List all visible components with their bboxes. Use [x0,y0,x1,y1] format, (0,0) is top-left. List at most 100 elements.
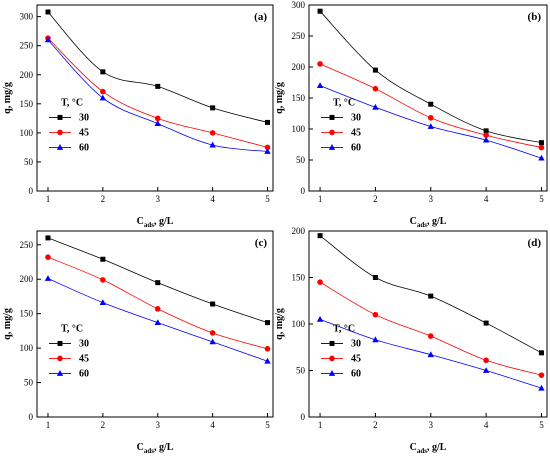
x-tick-label: 3 [429,194,434,204]
y-tick-label: 100 [292,319,306,329]
x-tick-label: 5 [265,194,270,204]
legend: T, °C 30 45 60 [49,97,89,153]
x-tick-label: 4 [210,194,215,204]
data-point [99,94,107,101]
data-point [316,82,324,88]
data-point [99,299,107,306]
series-45 [45,254,271,352]
series-60 [44,36,271,154]
legend-marker [328,144,336,150]
y-tick-label: 50 [296,366,306,376]
x-axis-title: Cads, g/L [410,442,447,455]
data-point [483,132,489,138]
y-tick-label: 200 [20,274,34,284]
data-point [317,8,323,14]
data-point [372,275,378,280]
data-point [264,144,271,151]
panel-label: (c) [255,237,268,249]
x-tick-label: 1 [46,194,51,204]
data-point [427,351,434,358]
y-tick-label: 100 [20,128,34,138]
legend-label: 30 [351,338,361,349]
legend-label: 30 [79,338,89,349]
x-tick-label: 1 [46,420,51,430]
y-tick-label: 200 [292,226,306,236]
legend-marker [56,370,64,376]
data-point [427,115,434,121]
plot-frame [36,230,274,418]
data-point [483,128,489,134]
y-tick-label: 300 [20,12,34,22]
x-tick-label: 2 [373,420,378,430]
legend-marker [329,114,335,120]
legend-marker [56,144,64,150]
y-tick-label: 250 [20,41,34,51]
data-point [428,101,434,107]
data-point [154,306,161,312]
y-tick-label: 50 [296,155,306,165]
y-axis-title: q, mg/g [274,308,285,340]
x-tick-label: 5 [539,420,544,430]
data-point [154,319,161,326]
data-point [538,350,544,356]
data-point [265,119,271,125]
data-point [264,357,271,364]
data-point [538,140,544,146]
data-point [210,105,216,111]
legend-label: 60 [351,368,361,379]
series-60 [44,275,271,364]
data-point [154,120,161,126]
data-point [316,315,324,322]
x-tick-label: 1 [318,420,323,430]
y-tick-label: 150 [20,99,34,109]
legend-marker [329,129,335,136]
y-axis-title: q, mg/g [2,82,13,114]
data-point [317,61,323,67]
data-point [538,372,545,378]
data-point [210,301,216,307]
y-tick-label: 100 [20,343,34,353]
data-point [209,330,216,336]
x-axis-title: Cads, g/L [410,216,447,229]
data-point [155,280,161,286]
legend-marker [57,340,63,346]
legend: T, °C 30 45 60 [321,323,361,379]
data-point [264,346,271,352]
data-point [45,9,51,15]
x-tick-label: 5 [539,194,544,204]
legend-marker [57,114,63,120]
x-tick-label: 2 [101,420,106,430]
x-tick-label: 3 [429,420,434,430]
data-point [427,123,434,129]
series-line [319,10,542,144]
data-point [100,88,106,95]
series-45 [317,279,545,378]
data-point [482,136,490,143]
x-tick-label: 4 [210,420,215,430]
data-point [317,279,323,285]
legend-marker [57,355,63,362]
legend-label: 60 [351,142,361,153]
series-45 [317,61,545,151]
series-line [47,256,268,350]
y-tick-label: 0 [29,186,34,196]
x-tick-label: 3 [155,420,160,430]
legend-marker [328,370,336,376]
legend-title: T, °C [61,97,83,108]
legend-label: 45 [351,353,361,364]
data-point [372,336,379,343]
legend-title: T, °C [333,97,355,108]
y-tick-label: 0 [29,412,34,422]
series-60 [316,315,545,391]
y-tick-label: 50 [24,378,34,388]
legend-label: 60 [79,142,89,153]
x-tick-label: 4 [484,420,489,430]
data-point [100,256,106,262]
data-point [538,384,545,391]
data-point [209,130,216,136]
data-point [265,320,271,326]
